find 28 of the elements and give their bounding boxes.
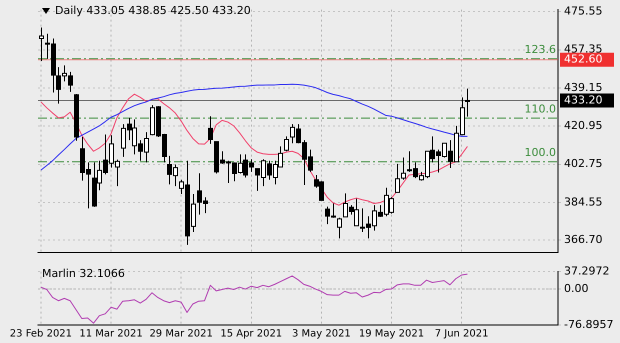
x-tick-label: 11 Mar 2021 (79, 328, 143, 340)
ref-line-label: 452.60 (564, 52, 602, 66)
candlestick (337, 217, 342, 239)
chart-title: Daily 433.05 438.85 425.50 433.20 (55, 4, 251, 17)
y-tick-label: 420.95 (564, 119, 602, 132)
x-tick-label: 7 Jun 2021 (434, 328, 488, 340)
annotation: 123.6 (524, 43, 556, 56)
y-tick-label: 366.70 (564, 232, 602, 246)
y-tick-label: 37.2972 (564, 264, 610, 278)
annotation: 110.0 (524, 102, 556, 116)
candlestick (284, 136, 289, 152)
y-tick-label: 384.55 (564, 195, 602, 208)
chart-title: Marlin 32.1066 (42, 267, 125, 280)
y-tick-label: 402.75 (564, 157, 602, 170)
x-tick-label: 19 May 2021 (358, 328, 424, 340)
y-tick-label: 439.15 (564, 80, 602, 94)
ref-line-label: 433.20 (564, 93, 602, 106)
candlestick (465, 88, 470, 118)
x-tick-label: 15 Apr 2021 (220, 328, 282, 340)
candlestick (39, 26, 44, 62)
x-tick-label: 23 Feb 2021 (10, 328, 72, 340)
annotation: 100.0 (524, 146, 556, 160)
y-tick-label: 475.55 (564, 4, 602, 18)
x-tick-label: 3 May 2021 (292, 328, 351, 340)
candlestick (208, 116, 213, 144)
y-tick-label: 0.00 (564, 282, 588, 295)
y-tick-label: -76.8957 (564, 318, 614, 331)
x-tick-label: 29 Mar 2021 (149, 328, 213, 340)
